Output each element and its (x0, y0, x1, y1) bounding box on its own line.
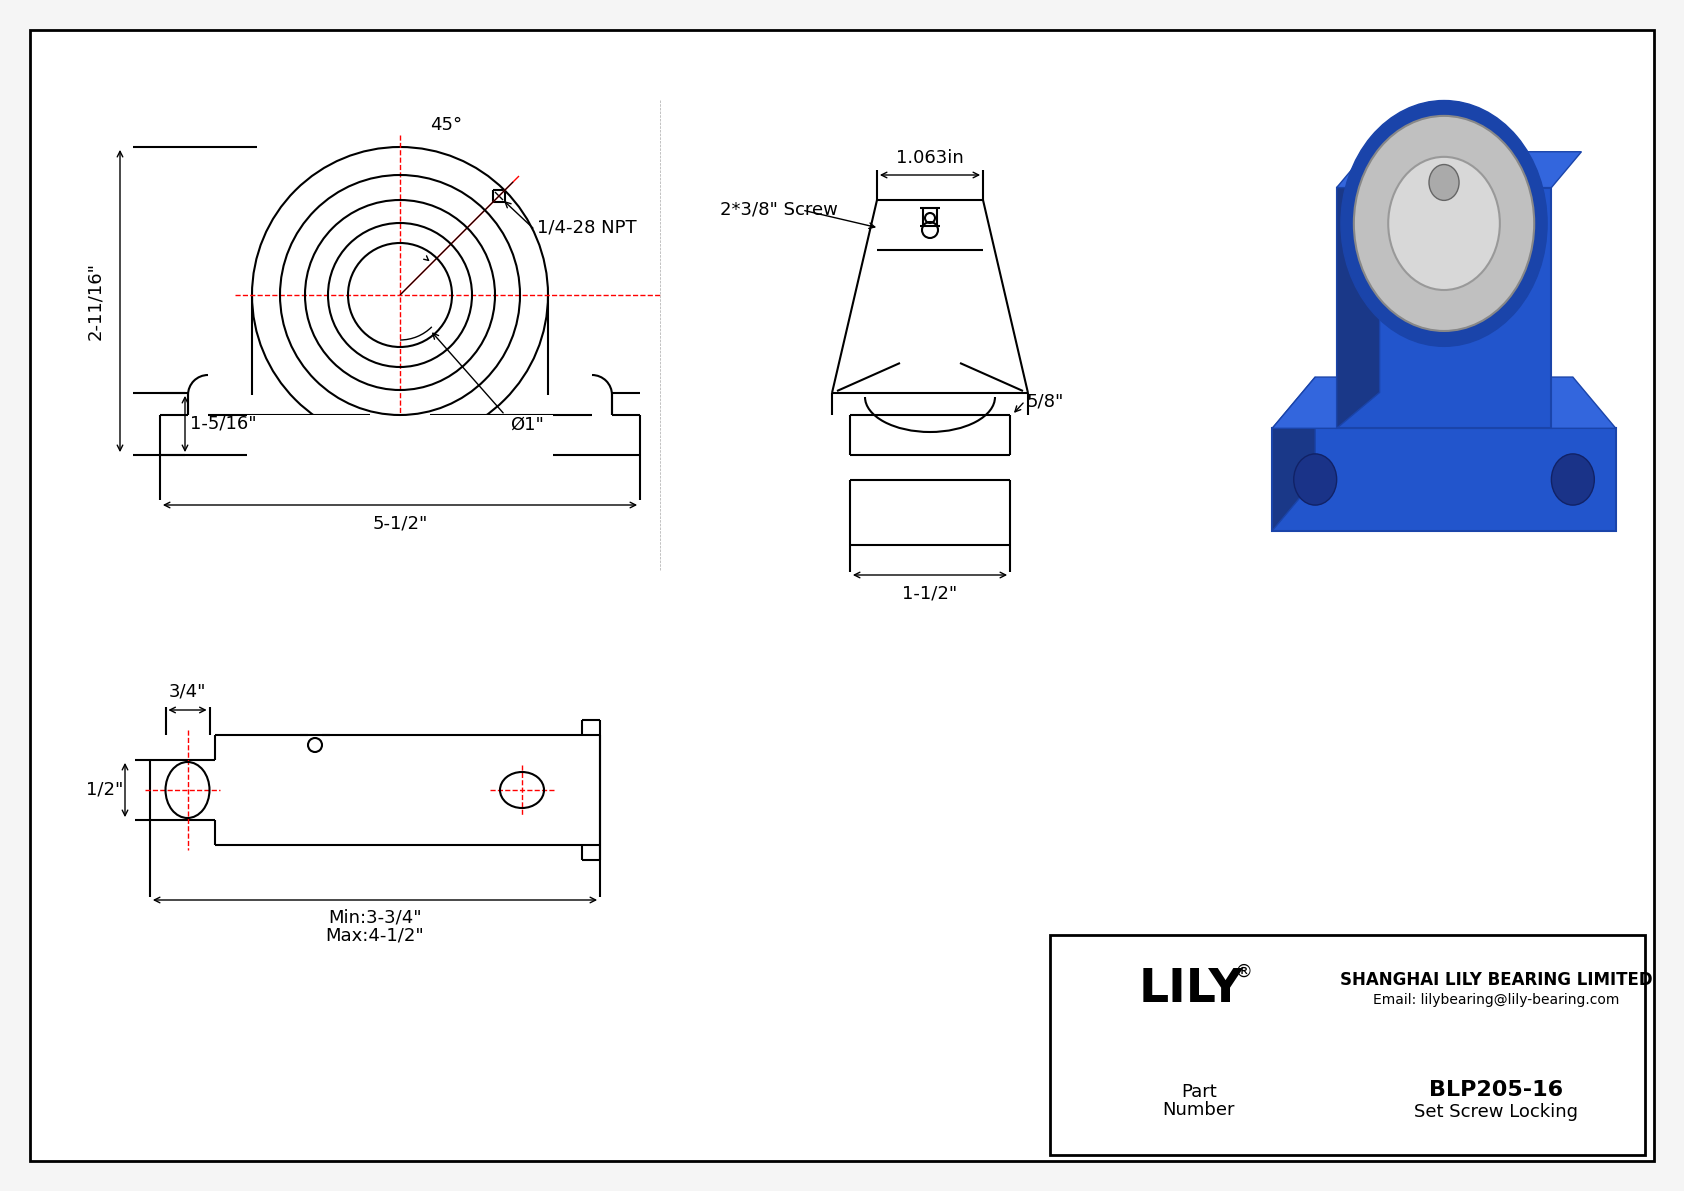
Circle shape (1340, 100, 1548, 347)
Polygon shape (1337, 151, 1379, 429)
Text: 5-1/2": 5-1/2" (372, 515, 428, 532)
Bar (248, 414, 552, 495)
Polygon shape (1273, 429, 1617, 531)
Text: Min:3-3/4": Min:3-3/4" (328, 909, 421, 927)
Text: Ø1": Ø1" (510, 416, 544, 434)
Text: 45°: 45° (429, 116, 461, 135)
Circle shape (1388, 157, 1500, 289)
Circle shape (1430, 164, 1458, 200)
Text: 1/2": 1/2" (86, 781, 123, 799)
Text: 1.063in: 1.063in (896, 149, 963, 167)
Text: SHANGHAI LILY BEARING LIMITED: SHANGHAI LILY BEARING LIMITED (1340, 971, 1652, 989)
Text: 2-11/16": 2-11/16" (86, 262, 104, 339)
Polygon shape (1273, 378, 1617, 429)
Text: 1/4-28 NPT: 1/4-28 NPT (537, 219, 637, 237)
Circle shape (1551, 454, 1595, 505)
Bar (1051, 935, 1645, 1155)
Circle shape (1293, 454, 1337, 505)
Text: BLP205-16: BLP205-16 (1430, 1080, 1563, 1100)
Text: 2*3/8" Screw: 2*3/8" Screw (721, 201, 839, 219)
Polygon shape (1337, 187, 1551, 429)
Text: ®: ® (1234, 964, 1253, 981)
Polygon shape (1273, 378, 1315, 531)
Text: Set Screw Locking: Set Screw Locking (1415, 1103, 1578, 1121)
Text: 1-5/16": 1-5/16" (190, 414, 256, 434)
Text: 3/4": 3/4" (168, 682, 205, 701)
Text: Number: Number (1162, 1100, 1234, 1120)
Text: 5/8": 5/8" (1027, 392, 1064, 410)
Text: LILY: LILY (1138, 967, 1243, 1012)
Text: Part: Part (1180, 1083, 1216, 1100)
Text: Email: lilybearing@lily-bearing.com: Email: lilybearing@lily-bearing.com (1372, 993, 1620, 1008)
Text: Max:4-1/2": Max:4-1/2" (325, 925, 424, 944)
Polygon shape (1337, 151, 1581, 187)
Circle shape (1354, 116, 1534, 331)
Text: 1-1/2": 1-1/2" (903, 584, 958, 601)
